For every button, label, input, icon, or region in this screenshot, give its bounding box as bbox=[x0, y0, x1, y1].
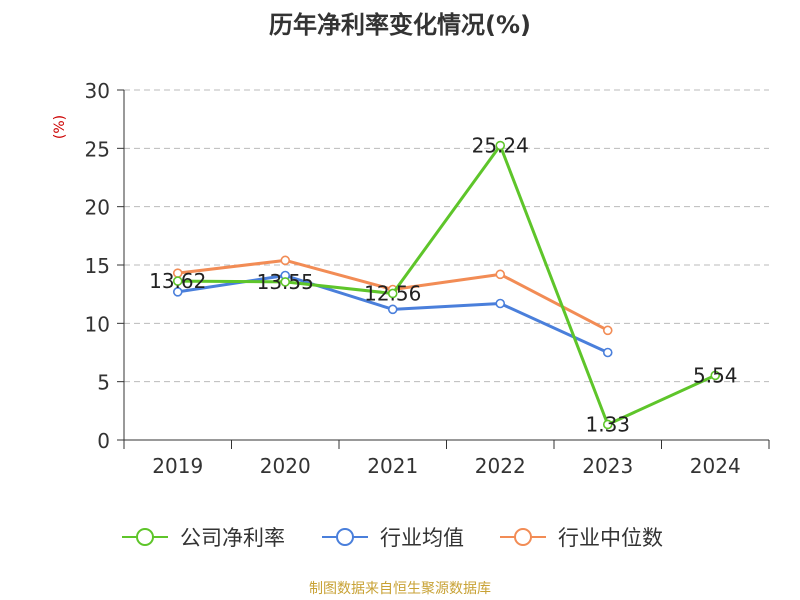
x-tick-label: 2020 bbox=[260, 454, 311, 478]
grid-lines bbox=[124, 89, 769, 383]
data-point bbox=[495, 298, 506, 309]
legend-label: 行业中位数 bbox=[558, 526, 663, 550]
axes: 0 5 10 15 20 25 30 2019 2020 2021 2022 2023 2024 bbox=[85, 79, 770, 478]
series-line bbox=[177, 144, 716, 426]
data-label: 13.55 bbox=[257, 270, 314, 294]
legend-marker bbox=[136, 528, 154, 546]
y-axis-label: (%) bbox=[52, 115, 68, 139]
data-point bbox=[495, 269, 506, 280]
chart-title: 历年净利率变化情况(%) bbox=[269, 11, 531, 39]
y-tick-label: 0 bbox=[97, 429, 110, 453]
data-point bbox=[280, 277, 291, 287]
data-point bbox=[172, 276, 183, 286]
data-point bbox=[495, 140, 506, 151]
series-layer bbox=[172, 140, 721, 430]
y-tick-label: 10 bbox=[85, 312, 110, 336]
data-point bbox=[172, 287, 183, 297]
legend-label: 行业均值 bbox=[380, 526, 464, 550]
data-point bbox=[387, 304, 398, 315]
data-label: 25.24 bbox=[472, 134, 529, 158]
data-point bbox=[280, 255, 291, 266]
data-point bbox=[710, 370, 721, 381]
data-label: 5.54 bbox=[693, 363, 738, 387]
data-point bbox=[602, 419, 613, 430]
data-point bbox=[602, 325, 613, 336]
x-tick-label: 2022 bbox=[475, 454, 526, 478]
data-labels: 13.62 13.55 12.56 25.24 1.33 5.54 bbox=[149, 134, 737, 437]
legend-marker bbox=[514, 528, 532, 546]
y-tick-label: 5 bbox=[97, 371, 110, 395]
data-label: 13.62 bbox=[149, 269, 206, 293]
legend: 公司净利率 行业均值 行业中位数 bbox=[122, 526, 663, 550]
legend-marker bbox=[336, 528, 354, 546]
data-point bbox=[387, 288, 398, 299]
x-tick-label: 2019 bbox=[152, 454, 203, 478]
y-tick-label: 25 bbox=[85, 137, 110, 161]
y-tick-label: 15 bbox=[85, 254, 110, 278]
y-tick-label: 20 bbox=[85, 196, 110, 220]
x-tick-label: 2021 bbox=[367, 454, 418, 478]
x-tick-label: 2023 bbox=[582, 454, 633, 478]
data-point bbox=[602, 347, 613, 358]
data-label: 1.33 bbox=[585, 412, 630, 436]
legend-label: 公司净利率 bbox=[180, 526, 285, 550]
data-label: 12.56 bbox=[364, 281, 421, 305]
source-note: 制图数据来自恒生聚源数据库 bbox=[309, 581, 491, 597]
y-tick-label: 30 bbox=[85, 79, 110, 103]
x-tick-label: 2024 bbox=[690, 454, 741, 478]
